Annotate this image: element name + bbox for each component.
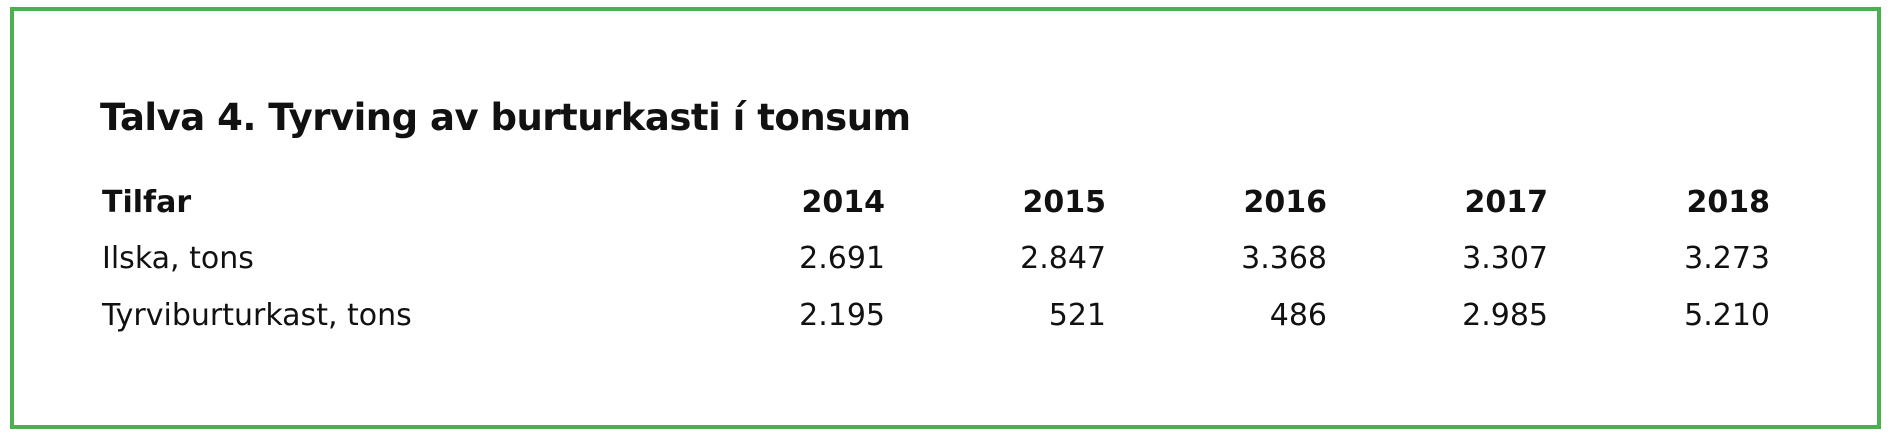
table-cell: 3.368 bbox=[1241, 241, 1327, 276]
header-cell: Tilfar bbox=[102, 185, 192, 220]
header-cell: 2016 bbox=[1243, 185, 1328, 220]
header-cell: 2018 bbox=[1686, 185, 1771, 220]
table-cell: 2.195 bbox=[799, 298, 885, 333]
table-cell: 5.210 bbox=[1684, 298, 1770, 333]
row-label: Ilska, tons bbox=[102, 241, 254, 276]
table-title: Talva 4. Tyrving av burturkasti í tonsum bbox=[100, 96, 911, 139]
table-cell: 2.985 bbox=[1462, 298, 1548, 333]
header-cell: 2014 bbox=[801, 185, 886, 220]
table-cell: 3.307 bbox=[1462, 241, 1548, 276]
table-cell: 2.691 bbox=[799, 241, 885, 276]
header-cell: 2017 bbox=[1464, 185, 1549, 220]
row-label: Tyrviburturkast, tons bbox=[102, 298, 412, 333]
table-cell: 486 bbox=[1269, 298, 1327, 333]
frame bbox=[10, 7, 1881, 429]
header-cell: 2015 bbox=[1022, 185, 1107, 220]
table-cell: 521 bbox=[1048, 298, 1106, 333]
table-cell: 3.273 bbox=[1684, 241, 1770, 276]
table-cell: 2.847 bbox=[1020, 241, 1106, 276]
